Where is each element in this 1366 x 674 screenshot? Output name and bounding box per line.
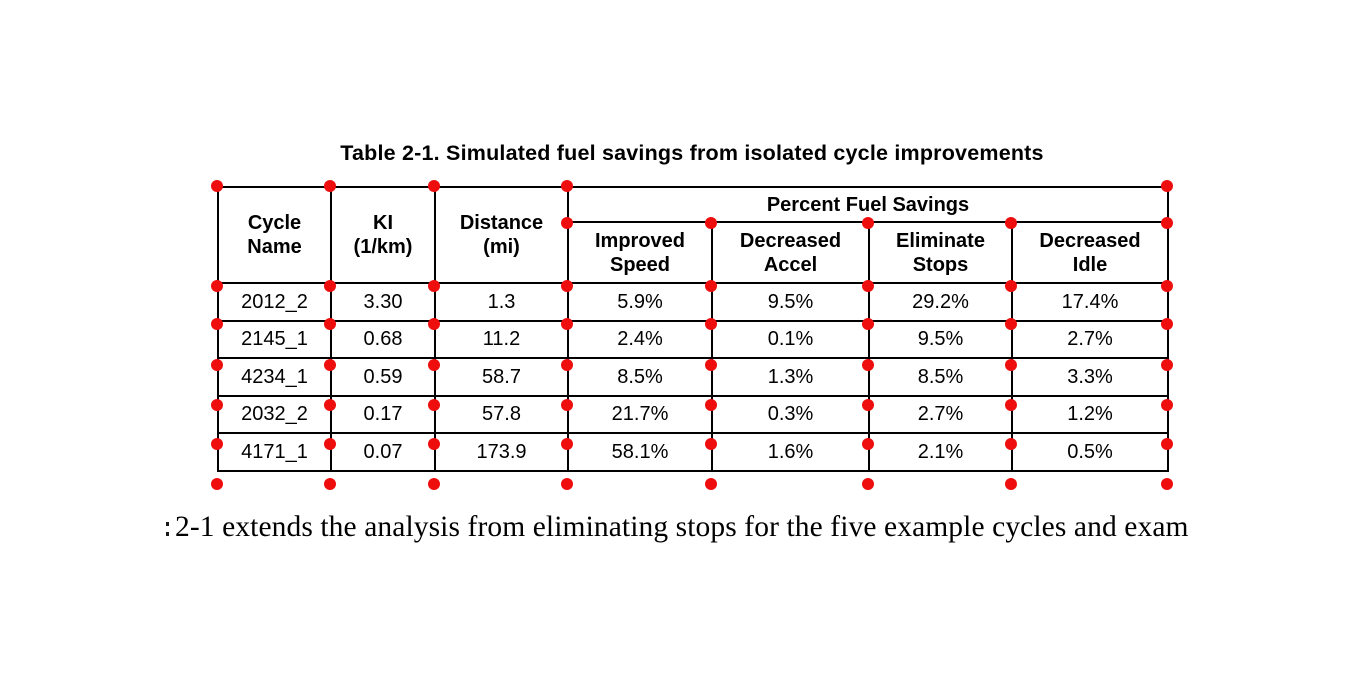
table-row: 2012_2 3.30 1.3 5.9% 9.5% 29.2% 17.4% bbox=[217, 282, 1169, 322]
grid-intersection-marker bbox=[211, 478, 223, 490]
table-caption: Table 2-1. Simulated fuel savings from i… bbox=[340, 141, 1044, 165]
cell-decreased-idle: 3.3% bbox=[1011, 357, 1169, 397]
cell-improved-speed: 5.9% bbox=[567, 282, 713, 322]
fuel-savings-table: Cycle Name KI (1/km) Distance (mi) Perce… bbox=[217, 186, 1169, 472]
header-group-percent-fuel-savings: Percent Fuel Savings bbox=[567, 186, 1169, 223]
cell-distance: 58.7 bbox=[434, 357, 569, 397]
grid-intersection-marker bbox=[428, 478, 440, 490]
cell-decreased-accel: 1.6% bbox=[711, 432, 870, 472]
cell-cycle-name: 2012_2 bbox=[217, 282, 332, 322]
body-text-line: 2-1 extends the analysis from eliminatin… bbox=[166, 511, 1189, 544]
cell-ki: 0.68 bbox=[330, 319, 436, 359]
cell-ki: 0.59 bbox=[330, 357, 436, 397]
body-text: 2-1 extends the analysis from eliminatin… bbox=[175, 511, 1189, 543]
table-row: 2145_1 0.68 11.2 2.4% 0.1% 9.5% 2.7% bbox=[217, 319, 1169, 359]
cell-improved-speed: 21.7% bbox=[567, 394, 713, 434]
cell-distance: 11.2 bbox=[434, 319, 569, 359]
cell-improved-speed: 2.4% bbox=[567, 319, 713, 359]
cell-decreased-idle: 1.2% bbox=[1011, 394, 1169, 434]
cell-decreased-idle: 17.4% bbox=[1011, 282, 1169, 322]
cell-distance: 57.8 bbox=[434, 394, 569, 434]
cell-decreased-idle: 2.7% bbox=[1011, 319, 1169, 359]
table-row: 4234_1 0.59 58.7 8.5% 1.3% 8.5% 3.3% bbox=[217, 357, 1169, 397]
cell-eliminate-stops: 29.2% bbox=[868, 282, 1013, 322]
cell-decreased-idle: 0.5% bbox=[1011, 432, 1169, 472]
grid-intersection-marker bbox=[862, 478, 874, 490]
cell-eliminate-stops: 8.5% bbox=[868, 357, 1013, 397]
cell-ki: 0.07 bbox=[330, 432, 436, 472]
cell-cycle-name: 4234_1 bbox=[217, 357, 332, 397]
header-cycle-name: Cycle Name bbox=[217, 186, 332, 284]
clipped-character-fragment bbox=[166, 522, 169, 526]
cell-cycle-name: 4171_1 bbox=[217, 432, 332, 472]
cell-distance: 173.9 bbox=[434, 432, 569, 472]
header-improved-speed: Improved Speed bbox=[567, 221, 713, 284]
cell-decreased-accel: 0.3% bbox=[711, 394, 870, 434]
cell-decreased-accel: 1.3% bbox=[711, 357, 870, 397]
cell-decreased-accel: 9.5% bbox=[711, 282, 870, 322]
grid-intersection-marker bbox=[324, 478, 336, 490]
cell-cycle-name: 2145_1 bbox=[217, 319, 332, 359]
grid-intersection-marker bbox=[561, 478, 573, 490]
header-distance: Distance (mi) bbox=[434, 186, 569, 284]
grid-intersection-marker bbox=[1161, 478, 1173, 490]
cell-decreased-accel: 0.1% bbox=[711, 319, 870, 359]
grid-intersection-marker bbox=[705, 478, 717, 490]
grid-intersection-marker bbox=[1005, 478, 1017, 490]
header-ki: KI (1/km) bbox=[330, 186, 436, 284]
table-row: 2032_2 0.17 57.8 21.7% 0.3% 2.7% 1.2% bbox=[217, 394, 1169, 434]
cell-eliminate-stops: 9.5% bbox=[868, 319, 1013, 359]
header-decreased-idle: Decreased Idle bbox=[1011, 221, 1169, 284]
table-row: 4171_1 0.07 173.9 58.1% 1.6% 2.1% 0.5% bbox=[217, 432, 1169, 472]
cell-improved-speed: 8.5% bbox=[567, 357, 713, 397]
header-eliminate-stops: Eliminate Stops bbox=[868, 221, 1013, 284]
cell-distance: 1.3 bbox=[434, 282, 569, 322]
cell-ki: 3.30 bbox=[330, 282, 436, 322]
cell-ki: 0.17 bbox=[330, 394, 436, 434]
cell-eliminate-stops: 2.1% bbox=[868, 432, 1013, 472]
cell-eliminate-stops: 2.7% bbox=[868, 394, 1013, 434]
cell-cycle-name: 2032_2 bbox=[217, 394, 332, 434]
cell-improved-speed: 58.1% bbox=[567, 432, 713, 472]
header-decreased-accel: Decreased Accel bbox=[711, 221, 870, 284]
